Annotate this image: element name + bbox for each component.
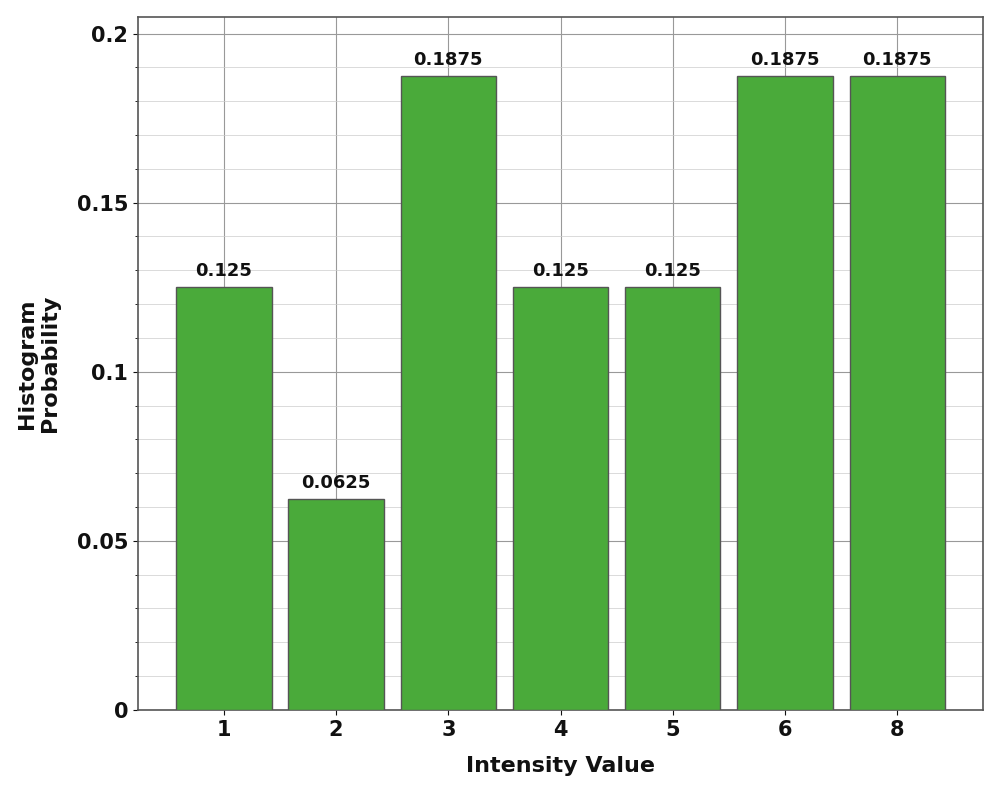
Text: 0.1875: 0.1875: [414, 51, 483, 69]
Text: 0.125: 0.125: [532, 262, 589, 281]
X-axis label: Intensity Value: Intensity Value: [466, 757, 655, 776]
Text: 0.1875: 0.1875: [862, 51, 932, 69]
Bar: [288, 499, 384, 710]
Text: 0.125: 0.125: [195, 262, 252, 281]
Bar: [176, 287, 272, 710]
Y-axis label: Histogram
Probability: Histogram Probability: [17, 295, 60, 432]
Bar: [850, 76, 945, 710]
Bar: [513, 287, 608, 710]
Text: 0.1875: 0.1875: [750, 51, 820, 69]
Bar: [737, 76, 833, 710]
Bar: [625, 287, 720, 710]
Text: 0.0625: 0.0625: [301, 473, 371, 492]
Bar: [401, 76, 496, 710]
Text: 0.125: 0.125: [644, 262, 701, 281]
